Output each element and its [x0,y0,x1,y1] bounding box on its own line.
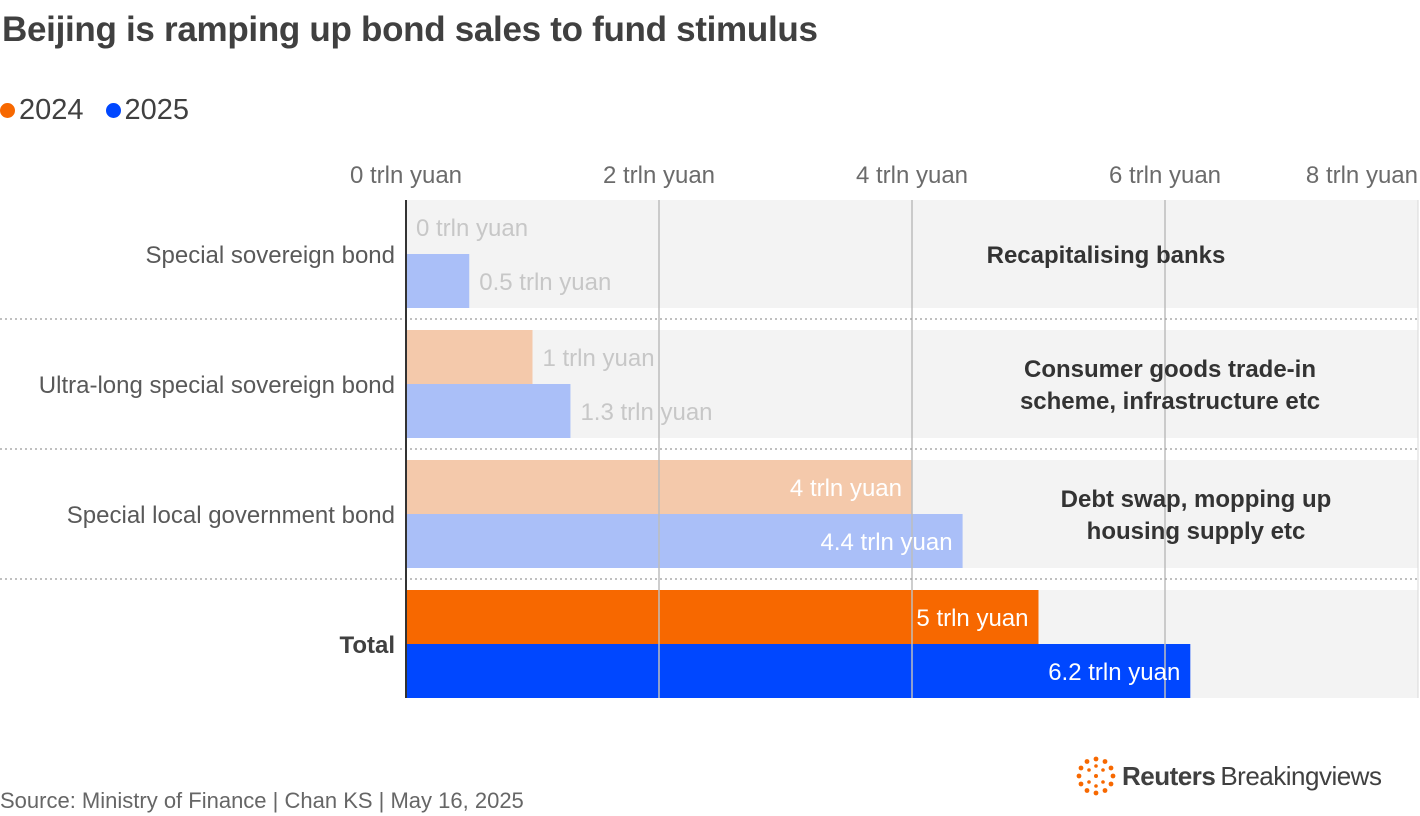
x-tick-label-4: 8 trln yuan [1306,162,1418,189]
legend-swatch-2025 [105,103,121,118]
brand-name: Reuters [1122,760,1216,791]
category-label-3: Total [339,632,395,659]
brand-sub: Breakingviews [1220,760,1382,791]
bar-2024-3 [406,590,1039,644]
annotation-1-line-1: scheme, infrastructure etc [1020,388,1320,415]
data-label-2024-1: 1 trln yuan [543,345,655,372]
data-label-2024-2: 4 trln yuan [790,475,902,502]
category-label-2: Special local government bond [67,502,395,529]
legend-label-2025: 2025 [124,94,190,126]
bar-2025-3 [406,644,1191,698]
source-note: Source: Ministry of Finance | Chan KS | … [0,788,524,813]
bar-2025-2 [406,514,963,568]
legend-label-2024: 2024 [19,94,84,126]
bar-chart: 0 trln yuan 2 trln yuan 4 trln yuan 6 trln … [0,162,1419,698]
category-label-0: Special sovereign bond [145,242,395,269]
x-tick-label-3: 6 trln yuan [1109,162,1221,189]
chart-title: Beijing is ramping up bond sales to fund… [2,10,818,49]
bar-2025-0 [406,254,470,308]
data-label-2025-0: 0.5 trln yuan [479,269,611,296]
x-tick-label-0: 0 trln yuan [350,162,462,189]
data-label-2024-0: 0 trln yuan [416,215,528,242]
reuters-logo-icon [1076,756,1116,796]
annotation-0-line-0: Recapitalising banks [987,242,1226,269]
legend-item-2025: 2025 [105,94,190,127]
data-label-2025-3: 6.2 trln yuan [1048,659,1180,686]
legend-swatch-2024 [0,103,15,118]
annotation-1-line-0: Consumer goods trade-in [1024,356,1316,383]
annotation-2-line-1: housing supply etc [1087,518,1306,545]
bar-2025-1 [406,384,571,438]
annotation-2-line-0: Debt swap, mopping up [1061,486,1332,513]
data-label-2024-3: 5 trln yuan [916,605,1028,632]
x-tick-label-1: 2 trln yuan [603,162,715,189]
x-tick-label-2: 4 trln yuan [856,162,968,189]
brand-logo-lockup: Reuters Breakingviews [1076,756,1382,796]
legend-item-2024: 2024 [0,94,84,127]
legend: 2024 2025 [0,94,211,127]
data-label-2025-2: 4.4 trln yuan [821,529,953,556]
data-label-2025-1: 1.3 trln yuan [580,399,712,426]
category-label-1: Ultra-long special sovereign bond [39,372,395,399]
bar-2024-1 [406,330,533,384]
